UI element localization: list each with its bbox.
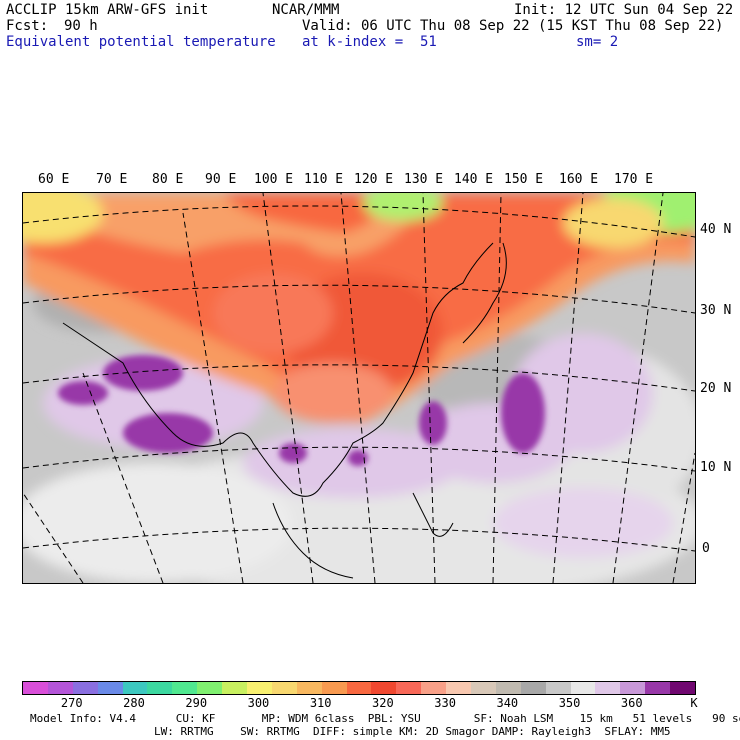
colorbar-swatch <box>321 682 347 694</box>
colorbar-swatch <box>520 682 546 694</box>
lat-label: 10 N <box>700 460 732 475</box>
map-panel <box>22 192 696 584</box>
colorbar-swatch <box>222 682 248 694</box>
valid-time: Valid: 06 UTC Thu 08 Sep 22 (15 KST Thu … <box>302 18 724 34</box>
coastlines <box>62 242 507 579</box>
colorbar-swatch <box>471 682 496 694</box>
model-info-line1: Model Info: V4.4 CU: KF MP: WDM 6class P… <box>30 712 740 725</box>
smoothing-value: sm= 2 <box>576 34 619 50</box>
lat-label: 0 <box>702 541 710 556</box>
lon-label: 140 E <box>454 172 494 187</box>
colorbar-swatch <box>23 682 48 694</box>
lon-label: 70 E <box>96 172 128 187</box>
colorbar-swatch <box>495 682 521 694</box>
lon-label: 120 E <box>354 172 394 187</box>
colorbar-tick: 360 <box>620 696 643 710</box>
lon-label: 170 E <box>614 172 654 187</box>
colorbar-tick: 280 <box>123 696 145 710</box>
colorbar-swatch <box>147 682 173 694</box>
colorbar-unit: K <box>690 696 698 710</box>
colorbar <box>22 681 696 695</box>
colorbar-tick: 350 <box>558 696 581 710</box>
theta-e-map <box>23 193 695 583</box>
colorbar-swatch <box>296 682 322 694</box>
forecast-label: Fcst: <box>6 18 49 34</box>
lon-label: 130 E <box>404 172 444 187</box>
shading-layer <box>23 193 695 583</box>
colorbar-swatch <box>670 682 696 694</box>
init-time: Init: 12 UTC Sun 04 Sep 22 <box>514 2 734 18</box>
lon-label: 150 E <box>504 172 544 187</box>
lon-label: 110 E <box>304 172 344 187</box>
colorbar-swatch <box>197 682 223 694</box>
colorbar-swatch <box>47 682 73 694</box>
colorbar-tick: 330 <box>434 696 456 710</box>
lon-label: 80 E <box>152 172 184 187</box>
colorbar-swatch <box>97 682 123 694</box>
lat-label: 40 N <box>700 222 732 237</box>
colorbar-swatch <box>620 682 646 694</box>
colorbar-tick: 310 <box>309 696 332 710</box>
colorbar-tick: 340 <box>496 696 519 710</box>
colorbar-swatch <box>446 682 472 694</box>
colorbar-swatch <box>570 682 596 694</box>
colorbar-swatch <box>122 682 148 694</box>
colorbar-swatch <box>172 682 198 694</box>
colorbar-swatch <box>645 682 671 694</box>
colorbar-tick: 320 <box>372 696 394 710</box>
colorbar-tick: 300 <box>247 696 270 710</box>
colorbar-swatch <box>72 682 98 694</box>
lon-label: 90 E <box>205 172 237 187</box>
field-name: Equivalent potential temperature <box>6 34 276 50</box>
level-index: at k-index = 51 <box>302 34 437 50</box>
colorbar-swatch <box>371 682 397 694</box>
colorbar-swatch <box>545 682 571 694</box>
colorbar-tick: 290 <box>185 696 208 710</box>
graticule <box>23 193 695 583</box>
colorbar-swatch <box>247 682 272 694</box>
model-info-line2: LW: RRTMG SW: RRTMG DIFF: simple KM: 2D … <box>154 725 671 738</box>
lon-label: 60 E <box>38 172 70 187</box>
lon-label: 100 E <box>254 172 294 187</box>
colorbar-swatch <box>595 682 621 694</box>
lon-label: 160 E <box>559 172 599 187</box>
colorbar-swatch <box>421 682 447 694</box>
lat-label: 20 N <box>700 381 732 396</box>
forecast-hour: 90 h <box>64 18 98 34</box>
colorbar-swatch <box>396 682 422 694</box>
model-title: ACCLIP 15km ARW-GFS init <box>6 2 209 18</box>
lat-label: 30 N <box>700 303 732 318</box>
organization-label: NCAR/MMM <box>272 2 340 18</box>
colorbar-swatch <box>346 682 372 694</box>
colorbar-tick: 270 <box>60 696 83 710</box>
colorbar-swatch <box>271 682 297 694</box>
